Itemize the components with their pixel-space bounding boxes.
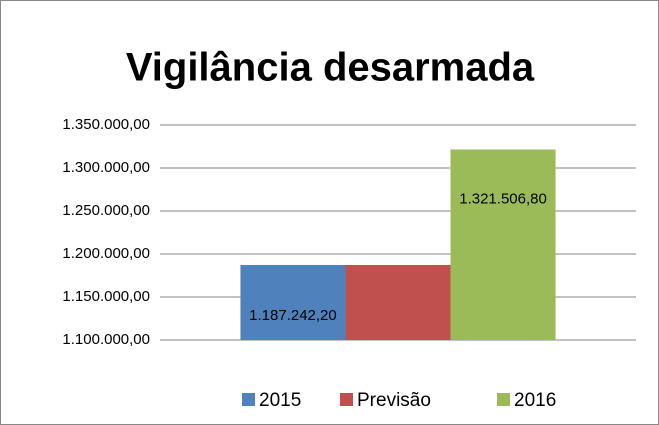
- bar: [345, 264, 451, 340]
- bar: [240, 264, 346, 340]
- y-tick-label: 1.350.000,00: [62, 116, 150, 133]
- y-tick-label: 1.200.000,00: [62, 245, 150, 262]
- data-label: 1.187.242,20: [249, 307, 337, 324]
- legend-label: 2015: [259, 390, 301, 411]
- data-label: 1.321.506,80: [459, 190, 547, 207]
- legend-label: 2016: [514, 390, 556, 411]
- legend-swatch: [340, 393, 353, 406]
- y-tick-label: 1.150.000,00: [62, 288, 150, 305]
- legend-swatch: [497, 393, 510, 406]
- y-tick-label: 1.250.000,00: [62, 202, 150, 219]
- chart-title: Vigilância desarmada: [126, 46, 535, 90]
- bar: [450, 149, 556, 340]
- legend-label: Previsão: [357, 390, 431, 411]
- y-tick-label: 1.100.000,00: [62, 331, 150, 348]
- legend-swatch: [242, 393, 255, 406]
- y-tick-label: 1.300.000,00: [62, 159, 150, 176]
